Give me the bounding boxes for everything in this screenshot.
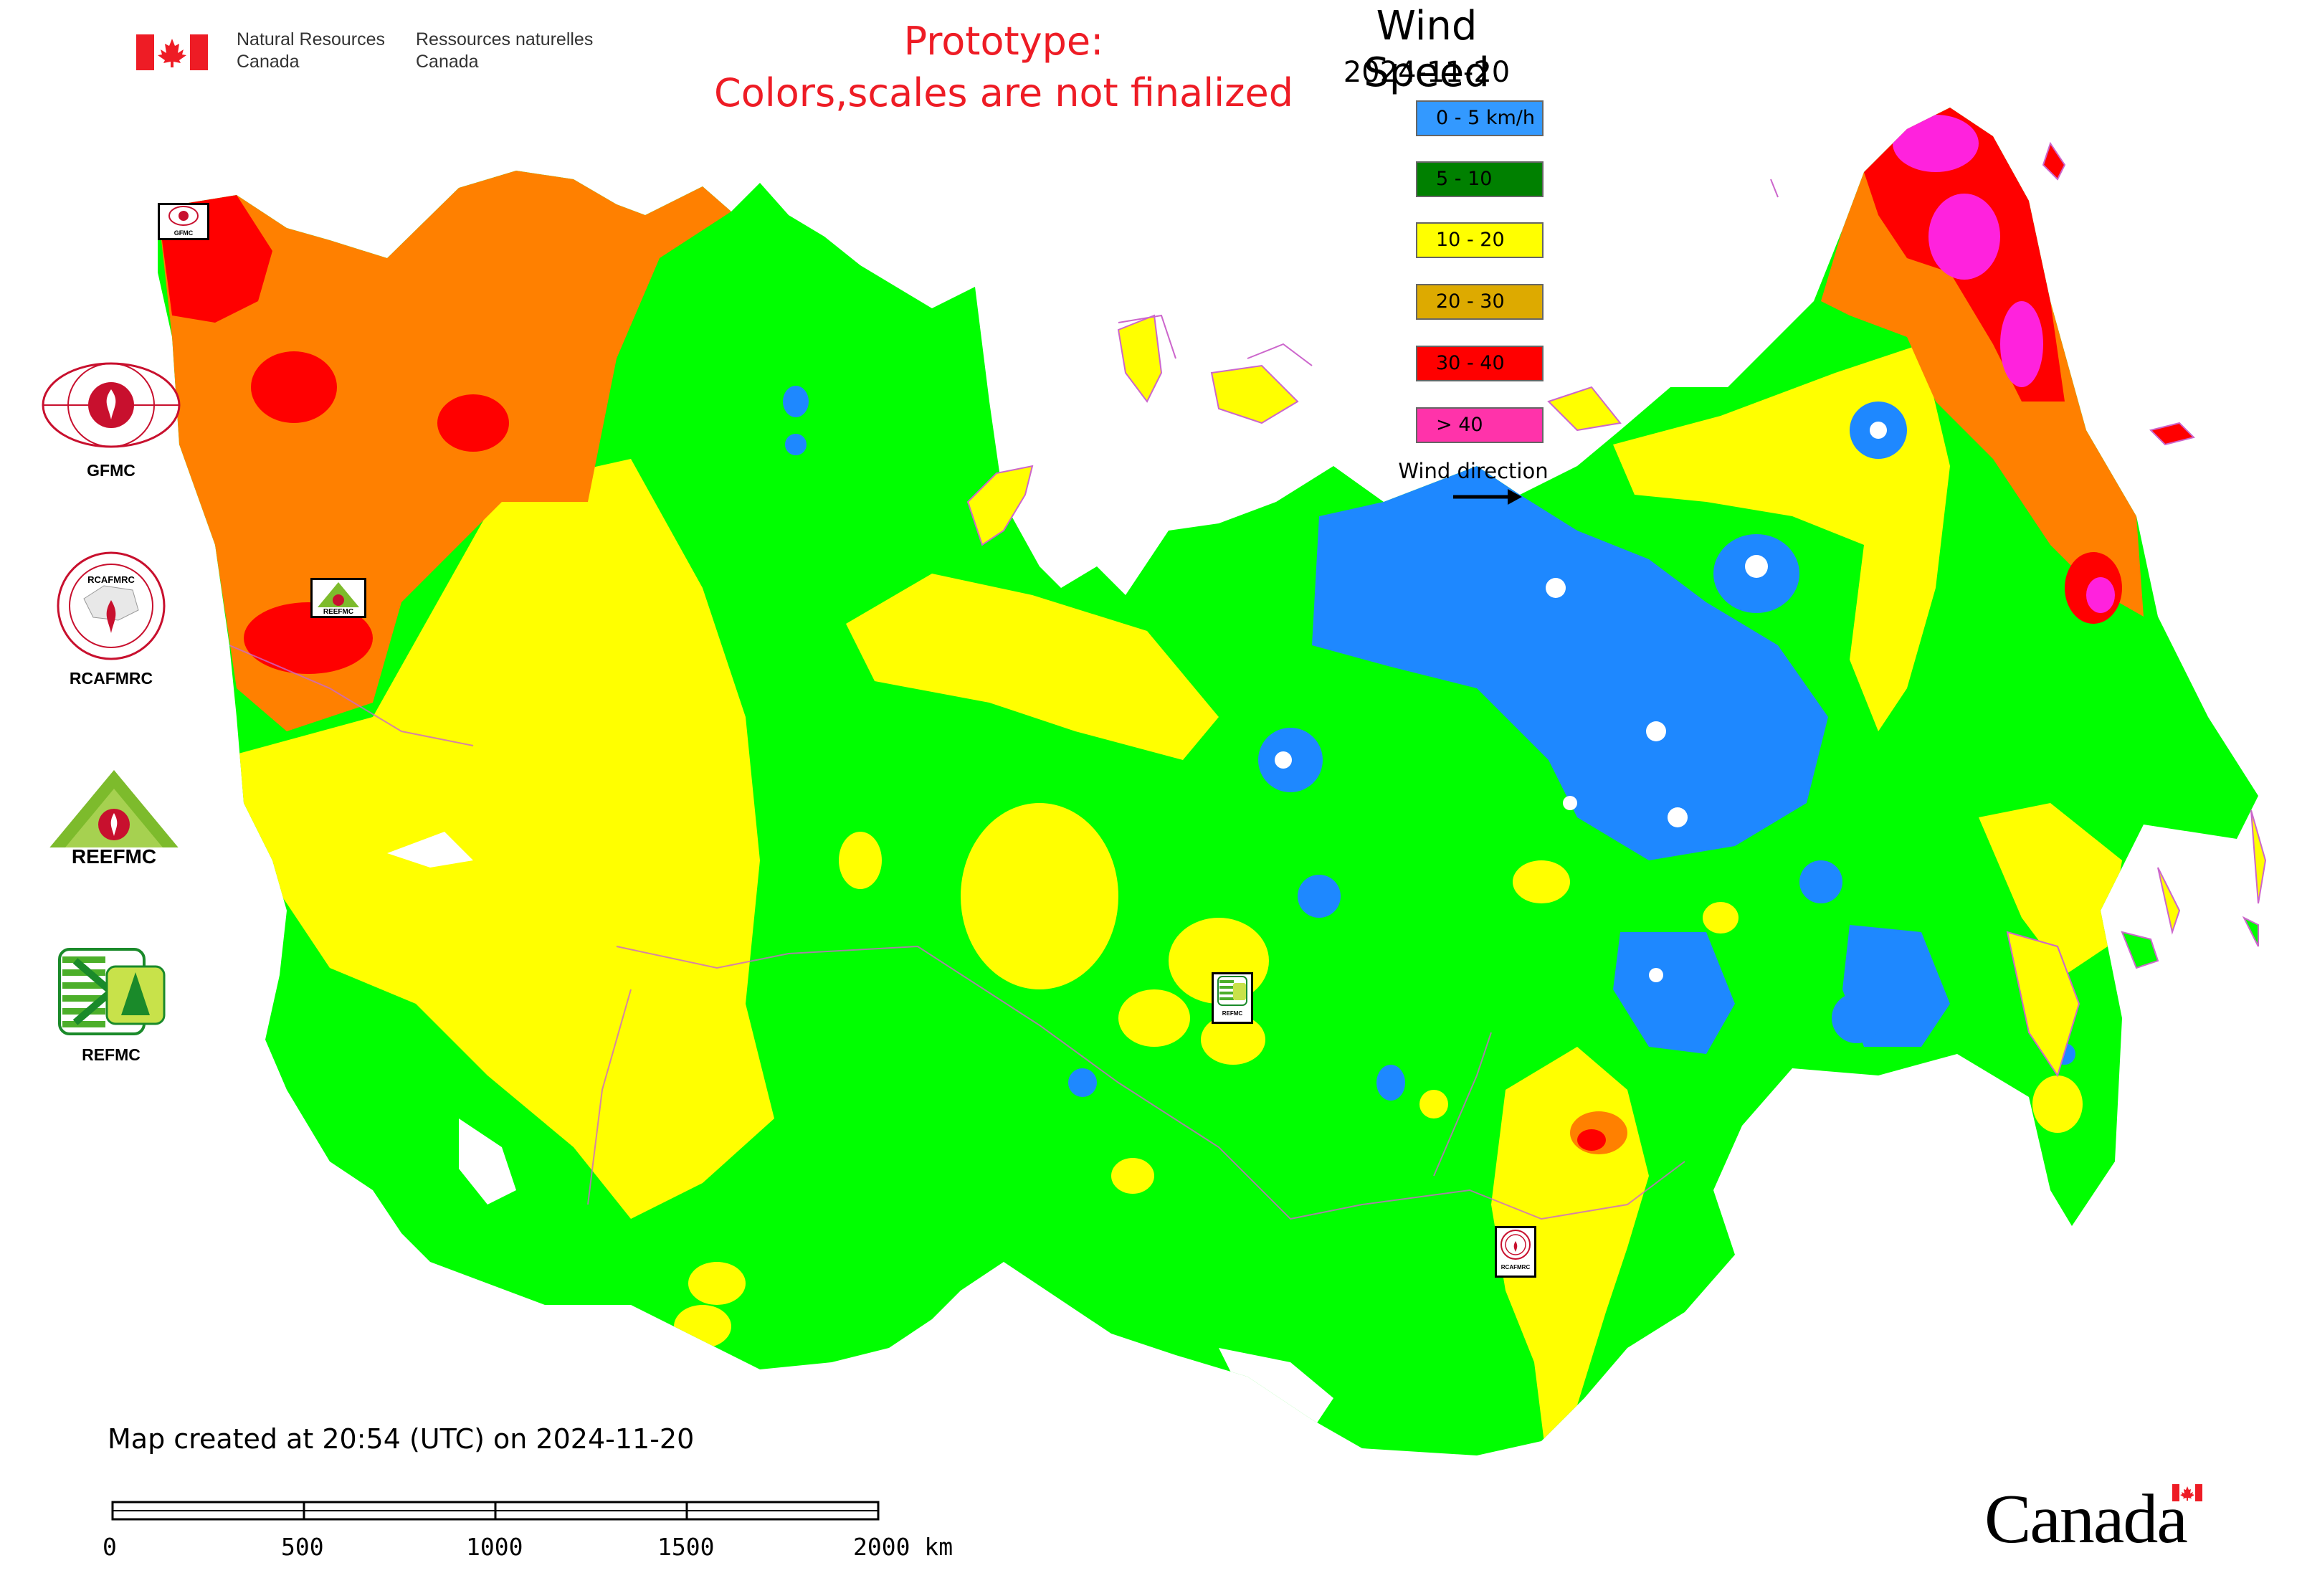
rcafmrc-emblem-text: RCAFMRC <box>87 574 135 585</box>
gfmc-label: GFMC <box>87 461 135 480</box>
scale-bar <box>111 1501 880 1521</box>
rcafmrc-emblem-icon: RCAFMRC <box>57 551 166 660</box>
department-fr-line2: Canada <box>416 52 479 72</box>
rcafmrc-logo: RCAFMRC RCAFMRC <box>54 548 168 688</box>
legend-class-5-10: 5 - 10 <box>1416 161 1544 197</box>
department-en-line2: Canada <box>237 52 300 72</box>
refmc-marker-label: REFMC <box>1222 1010 1243 1017</box>
reefmc-marker-text: REEFMC <box>323 608 353 616</box>
reefmc-logo: REEFMC <box>37 767 191 874</box>
department-en-line1: Natural Resources <box>237 29 386 49</box>
gfmc-marker-icon <box>168 206 199 226</box>
rcafmrc-label: RCAFMRC <box>69 669 153 688</box>
refmc-map-marker[interactable]: REFMC <box>1212 972 1253 1024</box>
reefmc-map-marker[interactable]: REEFMC <box>310 578 366 618</box>
map-created-timestamp: Map created at 20:54 (UTC) on 2024-11-20 <box>108 1423 695 1455</box>
prototype-notice-line2: Colors,scales are not finalized <box>714 70 1293 115</box>
wind-direction-arrow-icon <box>1453 489 1522 505</box>
canada-wordmark-text: Canada <box>1984 1481 2188 1558</box>
refmc-marker-icon <box>1217 976 1247 1006</box>
refmc-logo: REFMC <box>54 946 168 1065</box>
rcafmrc-marker-label: RCAFMRC <box>1500 1264 1531 1270</box>
legend-class-10-20: 10 - 20 <box>1416 222 1544 258</box>
department-name-english: Natural Resources Canada <box>237 29 385 73</box>
gfmc-emblem-icon <box>42 362 181 448</box>
gfmc-logo: GFMC <box>39 362 183 480</box>
gfmc-map-marker[interactable]: GFMC <box>158 203 209 240</box>
scale-tick-1500: 1500 <box>657 1533 715 1561</box>
legend-title: Wind Speed <box>1364 3 1490 96</box>
canada-wordmark: Canada <box>1984 1484 2228 1556</box>
reefmc-marker-icon: REEFMC <box>314 582 363 616</box>
scale-tick-2000: 2000 km <box>853 1533 953 1561</box>
legend-class-over-40: > 40 <box>1416 407 1544 443</box>
legend-class-30-40: 30 - 40 <box>1416 346 1544 381</box>
refmc-emblem-icon <box>58 948 166 1035</box>
scale-tick-1000: 1000 <box>466 1533 523 1561</box>
prototype-notice-line1: Prototype: <box>903 19 1104 64</box>
legend-date: 2024-11-20 <box>1343 56 1511 89</box>
scale-tick-0: 0 <box>103 1533 117 1561</box>
scale-tick-500: 500 <box>281 1533 324 1561</box>
wind-direction-label: Wind direction <box>1398 459 1549 483</box>
reefmc-emblem-text: REEFMC <box>72 845 156 868</box>
legend-class-0-5: 0 - 5 km/h <box>1416 100 1544 136</box>
department-name-french: Ressources naturelles Canada <box>416 29 593 73</box>
legend-class-20-30: 20 - 30 <box>1416 284 1544 320</box>
canada-flag-icon <box>136 34 208 70</box>
department-fr-line1: Ressources naturelles <box>416 29 594 49</box>
reefmc-emblem-icon: REEFMC <box>40 770 188 868</box>
refmc-label: REFMC <box>82 1045 141 1064</box>
wordmark-flag-icon <box>2172 1484 2202 1501</box>
rcafmrc-map-marker[interactable]: RCAFMRC <box>1495 1226 1536 1278</box>
prototype-notice: Prototype: Colors,scales are not finaliz… <box>645 16 1362 119</box>
gfmc-marker-label: GFMC <box>173 229 194 237</box>
rcafmrc-marker-icon <box>1500 1230 1531 1260</box>
